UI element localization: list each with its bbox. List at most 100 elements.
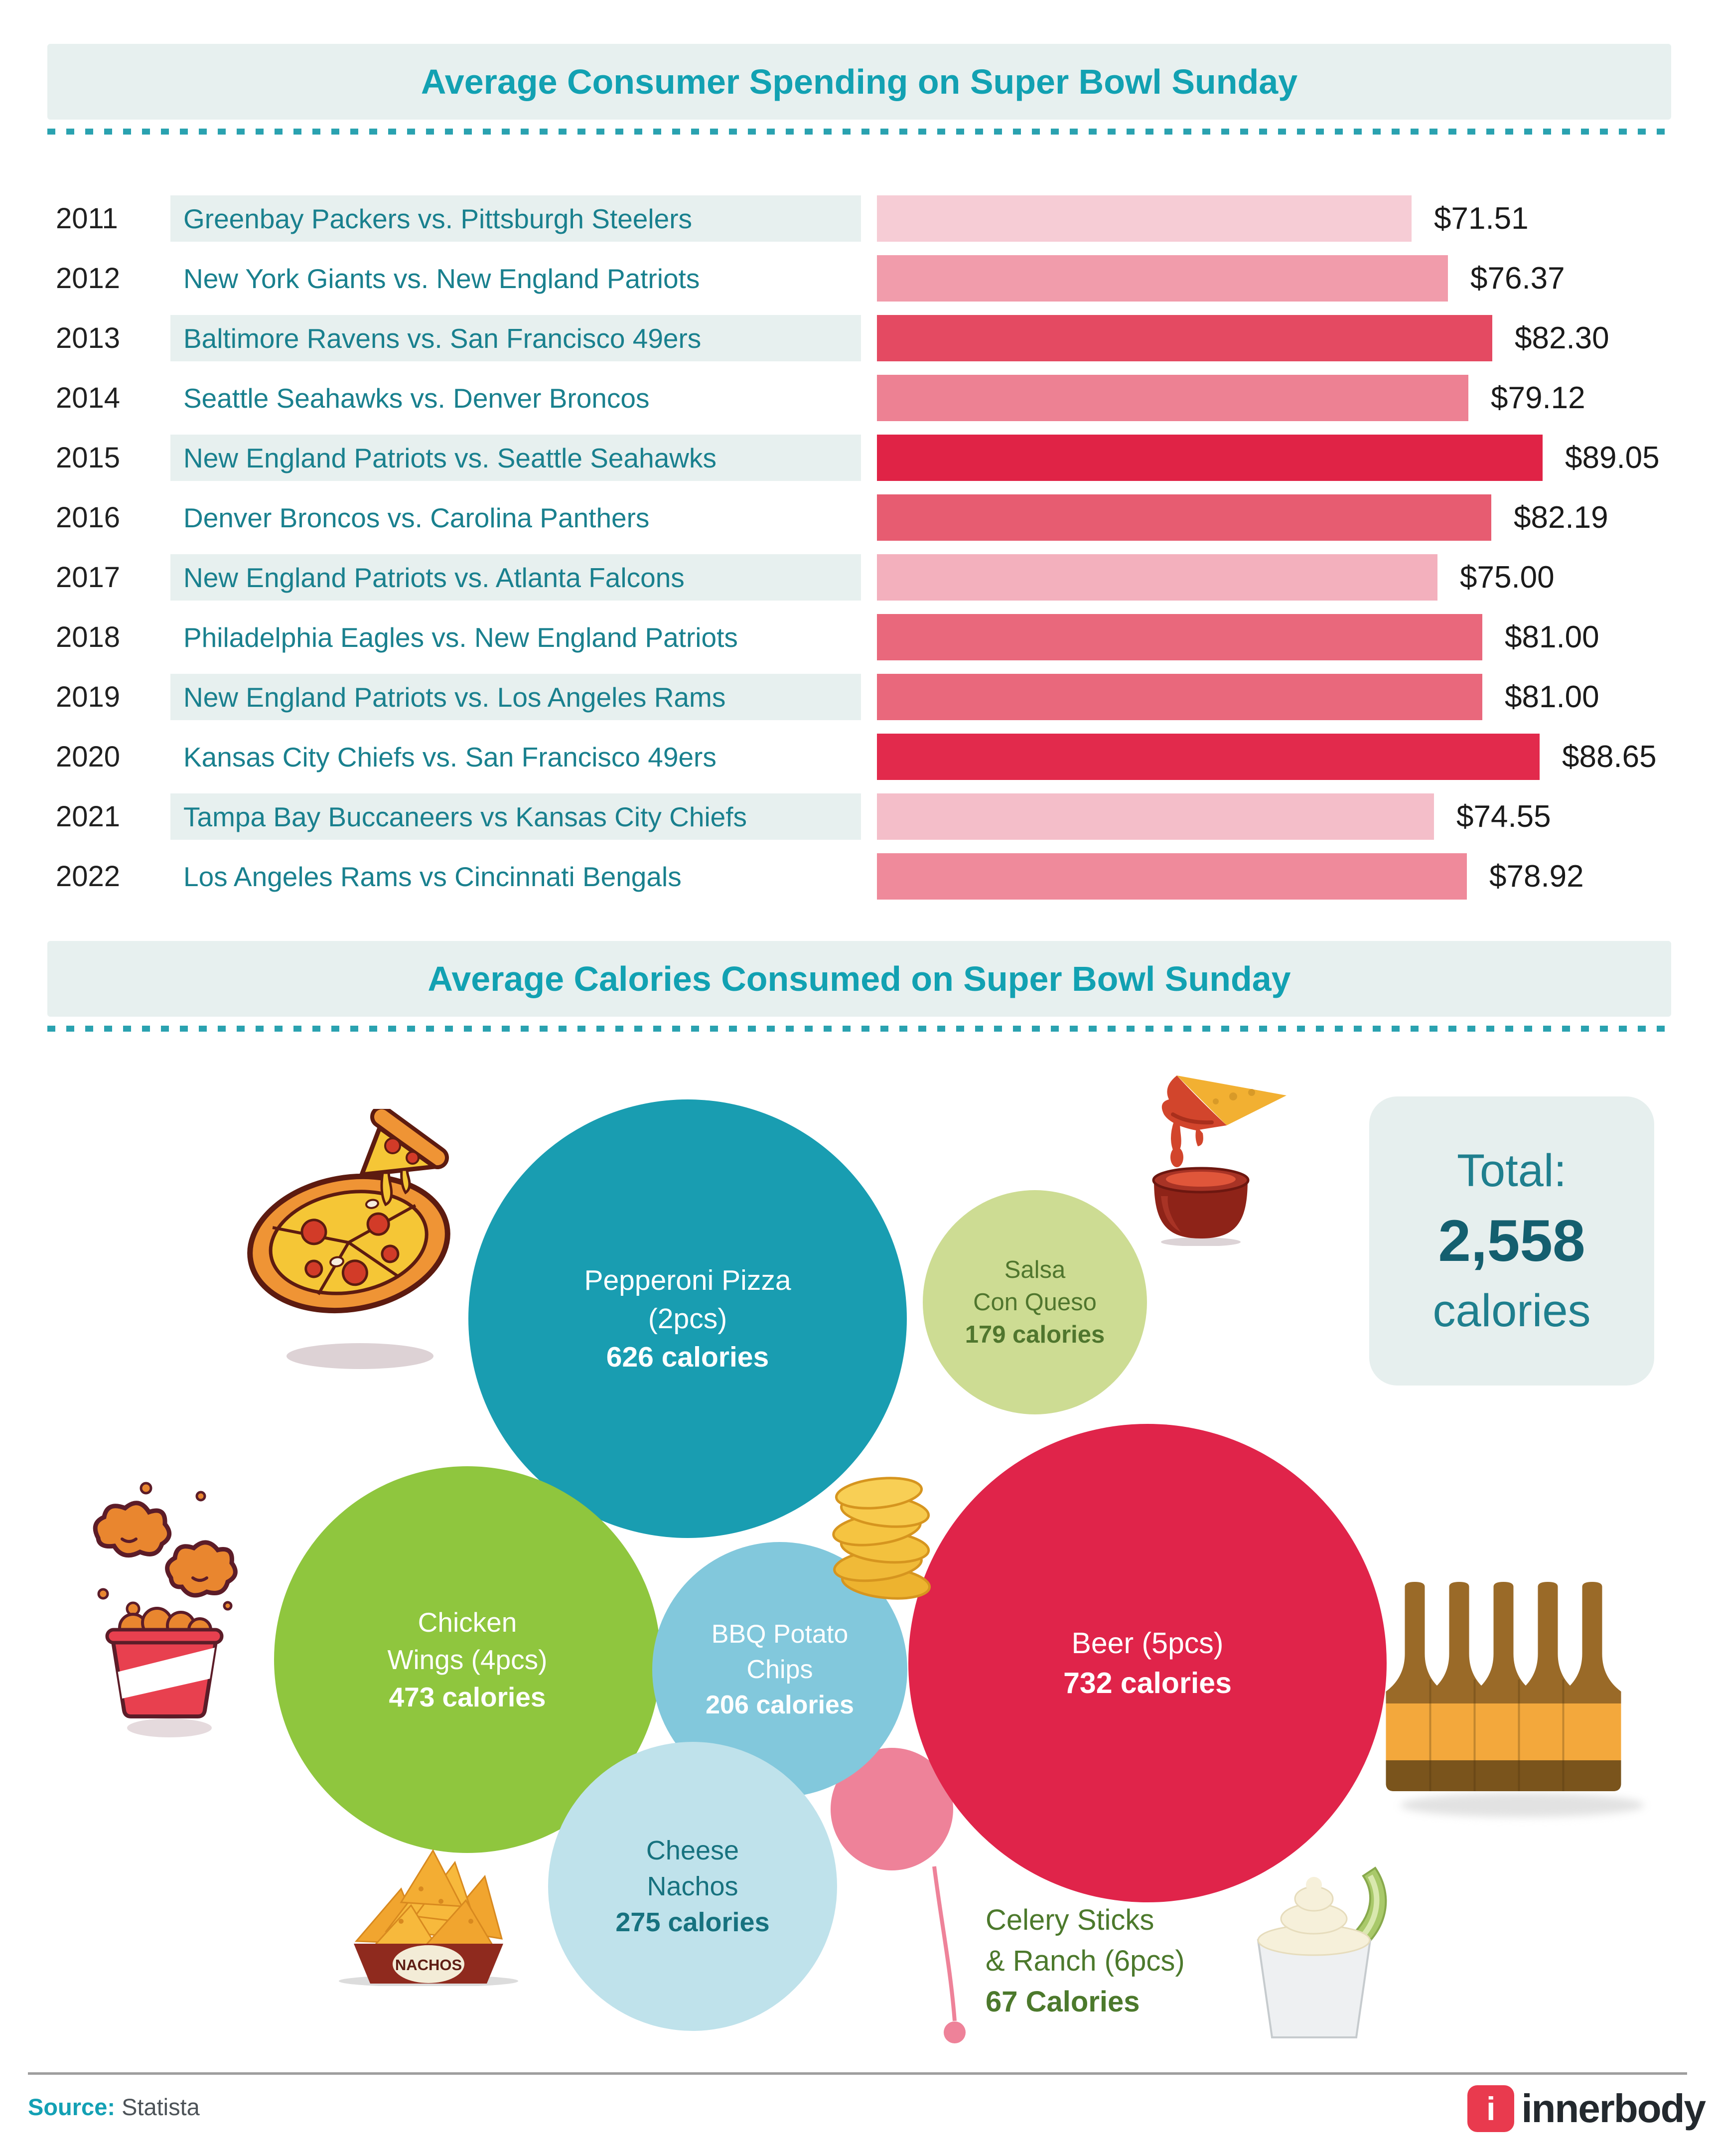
spending-bar [877,793,1434,840]
matchup-label: New York Giants vs. New England Patriots [183,263,700,294]
total-unit: calories [1432,1285,1591,1336]
bubble-line: Salsa [1004,1256,1066,1283]
pizza-icon [247,1109,450,1314]
value-label: $75.00 [1460,560,1555,595]
bubble-calories: 473 calories [389,1681,546,1712]
year-label: 2011 [56,202,118,235]
bubble-calories: 179 calories [965,1321,1105,1348]
footer-divider [28,2072,1687,2075]
wings-shadow [127,1718,212,1737]
bubble-line: Con Queso [973,1288,1097,1316]
total-number: 2,558 [1438,1208,1585,1274]
bubble-line: Beer (5pcs) [1071,1627,1224,1660]
celery-callout: Celery Sticks & Ranch (6pcs) 67 Calories [986,1900,1185,2022]
bubble-calories: 626 calories [606,1341,769,1373]
pizza-shadow [286,1343,433,1369]
table-row: 2022 Los Angeles Rams vs Cincinnati Beng… [0,853,1715,900]
bubble-line: Cheese [646,1836,739,1865]
nachos-bowl-label: NACHOS [395,1956,462,1974]
innerbody-wordmark: innerbody [1521,2086,1706,2131]
bubble-beer: Beer (5pcs) 732 calories [908,1424,1387,1902]
source-note: Source: Statista [28,2093,200,2121]
spending-bar [877,494,1491,541]
value-label: $76.37 [1470,261,1565,296]
salsa-queso-icon [1152,1076,1286,1246]
innerbody-initial: i [1486,2090,1496,2127]
callout-line: & Ranch (6pcs) [986,1945,1185,1977]
source-label: Source: [28,2094,115,2120]
bubble-salsa-con-queso: Salsa Con Queso 179 calories [923,1190,1147,1414]
table-row: 2012 New York Giants vs. New England Pat… [0,255,1715,302]
spending-bar [877,674,1482,720]
spending-bar [877,195,1412,242]
value-label: $81.00 [1505,620,1599,654]
value-label: $88.65 [1562,740,1657,774]
spending-bar [877,554,1437,601]
bubble-calories: 206 calories [706,1690,854,1719]
spending-title: Average Consumer Spending on Super Bowl … [421,62,1298,101]
year-label: 2014 [56,382,121,414]
bubble-line: Wings (4pcs) [387,1644,548,1675]
year-label: 2020 [56,741,121,773]
bubble-line: Pepperoni Pizza [584,1264,791,1296]
value-label: $78.92 [1489,859,1584,894]
matchup-label: Denver Broncos vs. Carolina Panthers [183,502,650,533]
table-row: 2015 New England Patriots vs. Seattle Se… [0,435,1715,481]
bubble-line: (2pcs) [648,1302,727,1335]
bubble-line: Chips [746,1655,813,1684]
calories-title: Average Calories Consumed on Super Bowl … [428,959,1291,998]
value-label: $74.55 [1456,799,1551,834]
table-row: 2020 Kansas City Chiefs vs. San Francisc… [0,734,1715,780]
year-label: 2016 [56,501,121,534]
matchup-label: Los Angeles Rams vs Cincinnati Bengals [183,861,682,892]
dashed-divider [47,129,1671,135]
year-label: 2019 [56,681,121,713]
bubble-calories: 732 calories [1063,1667,1232,1699]
table-row: 2013 Baltimore Ravens vs. San Francisco … [0,315,1715,361]
nachos-icon: NACHOS [339,1848,518,1986]
dashed-divider [47,1026,1671,1032]
matchup-label: New England Patriots vs. Atlanta Falcons [170,554,861,601]
value-label: $82.30 [1515,321,1609,355]
beer-shadow [1400,1793,1644,1817]
matchup-label: Kansas City Chiefs vs. San Francisco 49e… [183,741,716,772]
chicken-wings-icon [93,1482,238,1718]
bubble-line: Chicken [418,1606,517,1638]
matchup-label: Baltimore Ravens vs. San Francisco 49ers [170,315,861,361]
spending-bar [877,375,1468,421]
total-card: Total: 2,558 calories [1369,1096,1654,1386]
celery-ranch-icon [1257,1866,1387,2038]
bubble-calories: 275 calories [615,1907,770,1937]
spending-bar [877,614,1482,660]
spending-bar [877,734,1540,780]
callout-connector [932,1866,966,2043]
table-row: 2019 New England Patriots vs. Los Angele… [0,674,1715,720]
table-row: 2018 Philadelphia Eagles vs. New England… [0,614,1715,660]
source-value: Statista [122,2094,200,2120]
matchup-label: Tampa Bay Buccaneers vs Kansas City Chie… [170,793,861,840]
total-label: Total: [1457,1145,1567,1196]
year-label: 2021 [56,800,121,833]
callout-line: Celery Sticks [986,1904,1154,1936]
spending-section-header: Average Consumer Spending on Super Bowl … [47,44,1671,120]
bubble-line: Nachos [647,1871,738,1901]
bubble-line: BBQ Potato [711,1619,849,1649]
year-label: 2017 [56,561,121,594]
spending-bar [877,435,1543,481]
value-label: $81.00 [1505,680,1599,714]
table-row: 2016 Denver Broncos vs. Carolina Panther… [0,494,1715,541]
matchup-label: New England Patriots vs. Los Angeles Ram… [170,674,861,720]
table-row: 2021 Tampa Bay Buccaneers vs Kansas City… [0,793,1715,840]
spending-bar [877,315,1492,361]
calories-section-header: Average Calories Consumed on Super Bowl … [47,941,1671,1017]
value-label: $82.19 [1514,500,1608,535]
matchup-label: Philadelphia Eagles vs. New England Patr… [183,621,738,653]
year-label: 2018 [56,621,121,653]
potato-chips-icon [832,1477,931,1600]
innerbody-icon: i [1467,2085,1515,2132]
spending-bar [877,853,1467,900]
table-row: 2014 Seattle Seahawks vs. Denver Broncos… [0,375,1715,421]
bubble-cheese-nachos: Cheese Nachos 275 calories [548,1742,837,2031]
beer-bottles-icon [1386,1582,1621,1791]
